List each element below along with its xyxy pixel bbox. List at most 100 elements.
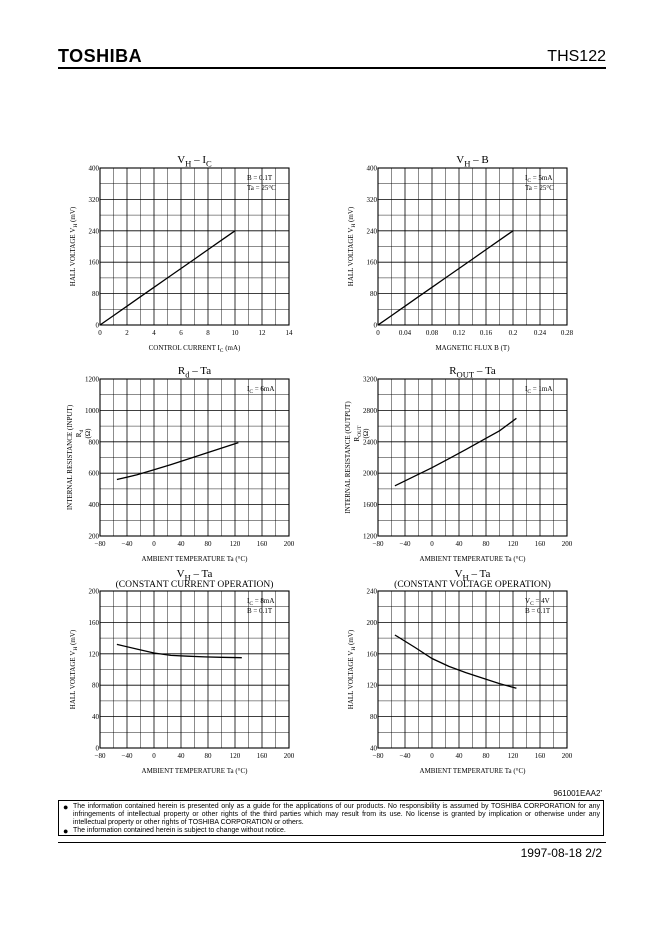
text-span: (Ω) [84, 428, 92, 439]
x-axis-label: CONTROL CURRENT IC (mA) [149, 344, 241, 354]
subscript: H [185, 158, 191, 168]
text-span: – Ta [474, 365, 496, 377]
text-span: = 4V [534, 597, 550, 605]
subscript: H [351, 647, 357, 651]
text-span: – Ta [190, 365, 212, 377]
chart-subtitle: (CONSTANT VOLTAGE OPERATION) [394, 579, 551, 590]
subscript: H [73, 647, 79, 651]
subscript: H [73, 224, 79, 228]
y-axis-label: INTERNAL RESISTANCE (OUTPUT) [344, 401, 352, 514]
x-tick-label: 4 [152, 329, 156, 337]
text-span: I [525, 174, 528, 182]
disclaimer-item: ● The information contained herein is su… [63, 826, 600, 836]
footer-rule [58, 842, 606, 843]
y-tick-label: 200 [89, 588, 100, 596]
x-tick-label: 6 [179, 329, 183, 337]
subscript: C [220, 348, 224, 354]
condition-label: B = 0.1T [247, 607, 273, 615]
bullet-icon: ● [63, 802, 69, 812]
y-tick-label: 160 [89, 259, 100, 267]
y-tick-label: 3200 [363, 376, 378, 384]
condition-label: VC = 4V [525, 597, 550, 607]
x-tick-label: 120 [508, 752, 519, 760]
text-span: – B [470, 154, 488, 166]
y-tick-label: 160 [367, 650, 378, 658]
x-tick-label: 160 [535, 540, 546, 548]
x-axis-label: MAGNETIC FLUX B (T) [435, 344, 510, 352]
text-span: HALL VOLTAGE V [69, 228, 77, 287]
x-tick-label: −80 [95, 540, 106, 548]
y-tick-label: 40 [370, 745, 378, 753]
x-tick-label: 8 [206, 329, 210, 337]
subscript: H [464, 158, 470, 168]
y-tick-label: 160 [89, 619, 100, 627]
chart-title: VH – IC [177, 154, 212, 168]
bullet-icon: ● [63, 826, 69, 836]
text-span: (mV) [347, 629, 355, 647]
text-span: V [455, 568, 463, 580]
text-span: HALL VOLTAGE V [347, 228, 355, 287]
plot-frame [99, 590, 290, 749]
condition-label: B = 0.1T [247, 174, 273, 182]
series-line [99, 230, 236, 326]
chart-title: ROUT – Ta [449, 365, 496, 379]
x-tick-label: 0 [152, 540, 156, 548]
x-tick-label: 40 [456, 540, 464, 548]
y-tick-label: 80 [92, 290, 100, 298]
text-span: = 6mA [253, 385, 274, 393]
chart-title: VH – Ta [177, 568, 213, 582]
y-axis-label: HALL VOLTAGE VH (mV) [69, 206, 79, 286]
y-axis-label-unit: (Ω) [362, 428, 370, 439]
x-tick-label: 200 [284, 752, 295, 760]
x-tick-label: 200 [562, 540, 573, 548]
text-span: – Ta [191, 568, 213, 580]
x-tick-label: 200 [284, 540, 295, 548]
text-span: R [353, 436, 361, 441]
x-tick-label: −40 [400, 752, 411, 760]
y-axis-label-symbol: ROUT [353, 425, 363, 442]
y-axis-label: HALL VOLTAGE VH (mV) [347, 206, 357, 286]
chart-4: −80 −40 0 40 80 120 160 200 1200 1600 2000 2400 2800… [344, 365, 573, 563]
text-span: B = 0.1T [525, 607, 551, 615]
y-tick-label: 400 [89, 165, 100, 173]
plot-frame [377, 378, 568, 537]
x-tick-label: 80 [205, 540, 213, 548]
x-tick-label: 0 [152, 752, 156, 760]
text-span: B = 0.1T [247, 607, 273, 615]
text-span: R [178, 365, 186, 377]
x-tick-label: 14 [286, 329, 294, 337]
x-tick-label: 0 [430, 752, 434, 760]
x-tick-label: 0.16 [480, 329, 493, 337]
x-tick-label: 0.12 [453, 329, 466, 337]
x-axis-label: AMBIENT TEMPERATURE Ta (°C) [420, 555, 527, 563]
text-span: CONTROL CURRENT I [149, 344, 221, 352]
x-tick-label: 0.08 [426, 329, 439, 337]
condition-label: IC = 5mA [525, 174, 552, 184]
x-tick-label: −80 [373, 540, 384, 548]
text-span: = 8mA [253, 597, 274, 605]
x-tick-label: 120 [230, 540, 241, 548]
x-tick-label: 200 [562, 752, 573, 760]
x-tick-label: 0.04 [399, 329, 412, 337]
y-tick-label: 80 [370, 290, 378, 298]
x-tick-label: 160 [535, 752, 546, 760]
x-tick-label: 0.2 [509, 329, 518, 337]
x-tick-label: −80 [95, 752, 106, 760]
part-number: THS122 [547, 48, 606, 65]
y-tick-label: 80 [92, 682, 100, 690]
text-span: AMBIENT TEMPERATURE Ta (°C) [142, 555, 249, 563]
x-tick-label: 80 [205, 752, 213, 760]
text-span: (mV) [347, 206, 355, 224]
y-tick-label: 400 [367, 165, 378, 173]
plot-frame [377, 167, 568, 326]
text-span: Ta = 25°C [525, 184, 554, 192]
text-span: AMBIENT TEMPERATURE Ta (°C) [420, 555, 527, 563]
subscript: C [206, 158, 212, 168]
text-span: = 1mA [531, 385, 552, 393]
text-span: (mV) [69, 629, 77, 647]
x-tick-label: 0 [376, 329, 380, 337]
y-tick-label: 0 [96, 322, 100, 330]
chart-2: 0 0.04 0.08 0.12 0.16 0.2 0.24 0.28 0 80 160 240 320… [347, 154, 574, 352]
